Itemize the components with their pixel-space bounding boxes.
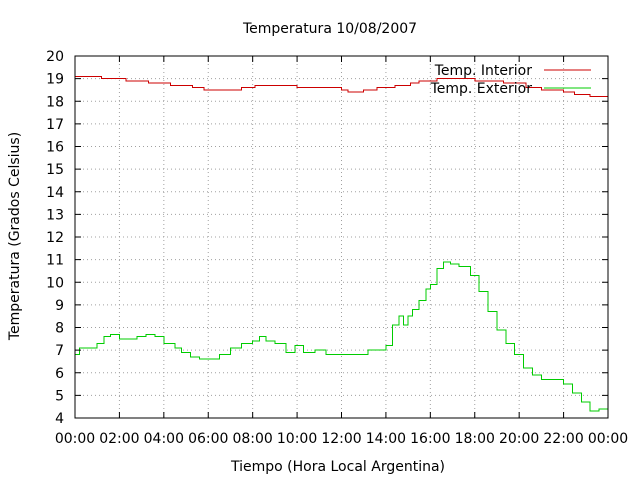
x-tick-label: 06:00 — [188, 431, 228, 447]
x-tick-label: 18:00 — [455, 431, 495, 447]
y-tick-label: 20 — [46, 49, 64, 65]
y-tick-label: 19 — [46, 72, 64, 88]
y-tick-label: 17 — [46, 117, 64, 133]
chart-title: Temperatura 10/08/2007 — [242, 21, 417, 37]
y-tick-label: 8 — [55, 321, 64, 337]
legend: Temp. Interior Temp. Exterior — [430, 63, 591, 97]
grid-lines — [75, 56, 608, 418]
x-tick-label: 16:00 — [410, 431, 450, 447]
y-tick-label: 5 — [55, 388, 64, 404]
x-tick-label: 02:00 — [99, 431, 139, 447]
x-tick-label: 04:00 — [144, 431, 184, 447]
x-tick-label: 12:00 — [321, 431, 361, 447]
x-tick-label: 22:00 — [543, 431, 583, 447]
y-tick-label: 16 — [46, 140, 64, 156]
y-tick-label: 11 — [46, 253, 64, 269]
series-line-temp-exterior — [75, 261, 609, 412]
y-tick-label: 4 — [55, 411, 64, 427]
x-tick-label: 14:00 — [366, 431, 406, 447]
x-tick-label: 10:00 — [277, 431, 317, 447]
y-tick-label: 7 — [55, 343, 64, 359]
y-tick-label: 9 — [55, 298, 64, 314]
y-tick-label: 12 — [46, 230, 64, 246]
axis-ticks: 00:00 02:00 04:00 06:00 08:00 10:00 12:00 14:00… — [46, 49, 628, 447]
y-tick-label: 6 — [55, 366, 64, 382]
series-lines — [75, 75, 609, 412]
x-tick-label: 20:00 — [499, 431, 539, 447]
x-tick-label: 00:00 — [55, 431, 95, 447]
legend-label-temp-interior: Temp. Interior — [434, 63, 533, 79]
y-tick-label: 14 — [46, 185, 64, 201]
x-tick-label: 08:00 — [232, 431, 272, 447]
x-axis-label: Tiempo (Hora Local Argentina) — [230, 459, 445, 475]
legend-label-temp-exterior: Temp. Exterior — [430, 81, 533, 97]
y-tick-label: 10 — [46, 275, 64, 291]
y-axis-label: Temperatura (Grados Celsius) — [7, 132, 23, 341]
y-tick-label: 15 — [46, 162, 64, 178]
x-tick-label: 00:00 — [588, 431, 628, 447]
y-tick-label: 18 — [46, 94, 64, 110]
series-line-temp-interior — [75, 75, 609, 99]
y-tick-label: 13 — [46, 207, 64, 223]
